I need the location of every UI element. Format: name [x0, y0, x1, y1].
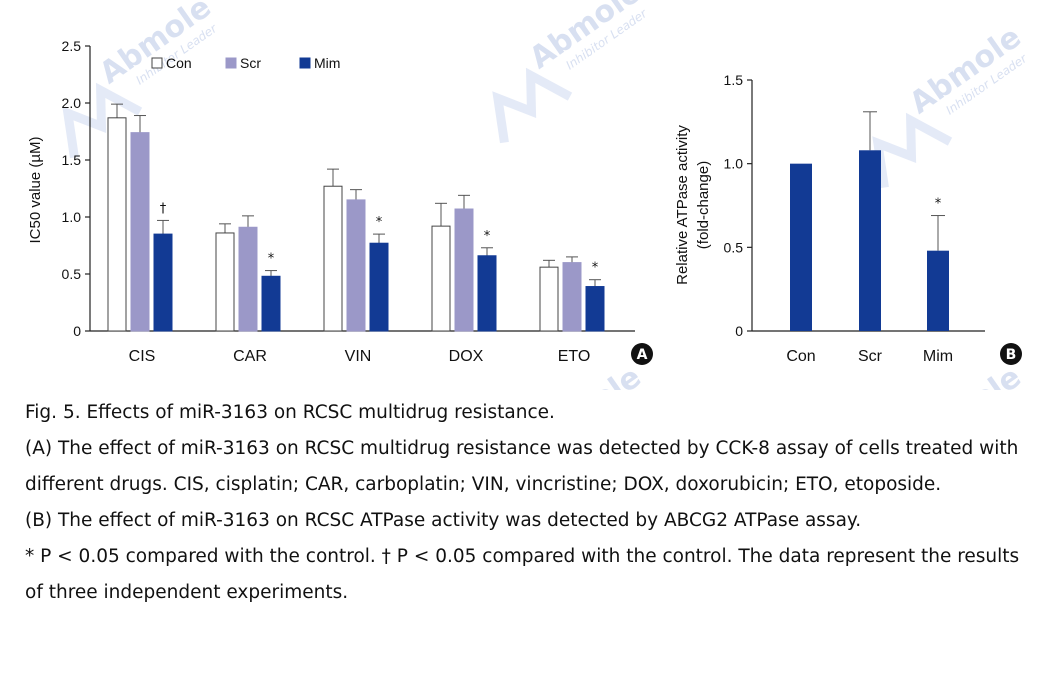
- panel-b-badge: B: [1000, 343, 1022, 365]
- panel-a-bar-con: [431, 225, 451, 332]
- caption-title: Fig. 5. Effects of miR-3163 on RCSC mult…: [25, 402, 555, 423]
- panel-b-category-label: Scr: [858, 348, 883, 365]
- svg-text:B: B: [1006, 347, 1017, 363]
- panel-a-y-tick-label: 0: [73, 323, 81, 339]
- watermark-logo-icon: [62, 82, 143, 159]
- panel-a-category-label: CAR: [233, 348, 267, 365]
- panel-a-category-label: ETO: [558, 348, 591, 365]
- panel-a-bar-mim: [585, 286, 605, 332]
- panel-b-bar-con: [790, 163, 812, 331]
- panel-b-y-axis-label-line1: Relative ATPase activity: [674, 125, 691, 285]
- panel-a-y-tick-label: 2.5: [62, 38, 82, 54]
- panel-a-y-axis-label: IC50 value (µM): [27, 136, 44, 243]
- panel-a-y-tick-label: 1.0: [62, 209, 82, 225]
- panel-a-bar-mim: [369, 242, 389, 332]
- panel-a-legend: Con Scr Mim: [151, 55, 340, 71]
- panel-b-chart: 1.5 1.0 0.5 0 Con Scr Mim * Relative ATPase ac…: [674, 72, 985, 365]
- legend-item-mim: Mim: [299, 55, 340, 71]
- panel-a-badge: A: [631, 343, 653, 365]
- panel-b-y-axis-label-line2: (fold-change): [695, 161, 712, 249]
- panel-a-significance-mark: *: [592, 261, 599, 276]
- legend-swatch-mim: [299, 57, 311, 69]
- panel-a-y-tick-label: 1.5: [62, 152, 82, 168]
- panel-a-bar-mim: [153, 233, 173, 332]
- panel-a-bar-con: [323, 185, 343, 332]
- panel-a-bar-scr: [562, 262, 582, 332]
- legend-item-con: Con: [151, 55, 192, 71]
- panel-a-category-label: DOX: [449, 348, 484, 365]
- panel-a-bar-con: [215, 232, 235, 332]
- panel-a-y-tick-label: 0.5: [62, 266, 82, 282]
- figure-caption: Fig. 5. Effects of miR-3163 on RCSC mult…: [25, 395, 1035, 611]
- panel-b-y-tick-label: 1.5: [724, 72, 744, 88]
- panel-a-bar-scr: [454, 208, 474, 332]
- panel-b-y-tick-label: 0.5: [724, 239, 744, 255]
- panel-a-chart: 2.5 2.0 1.5 1.0 0.5 0 CIS CAR VIN DOX ETO † * * * * Co…: [27, 38, 635, 365]
- panel-a-category-label: VIN: [345, 348, 372, 365]
- panel-a-y-tick-label: 2.0: [62, 95, 82, 111]
- panel-b-category-label: Mim: [923, 348, 953, 365]
- panel-a-category-label: CIS: [129, 348, 156, 365]
- panel-b-bars: *: [790, 111, 949, 331]
- panel-b-bar-scr: [859, 150, 881, 331]
- panel-a-significance-mark: †: [160, 201, 167, 216]
- caption-notes: * P < 0.05 compared with the control. † …: [25, 546, 1020, 603]
- panel-a-bars: † * * * *: [107, 103, 605, 332]
- legend-label-mim: Mim: [314, 55, 340, 71]
- legend-label-con: Con: [166, 55, 192, 71]
- panel-a-significance-mark: *: [484, 229, 491, 244]
- panel-b-y-tick-label: 0: [735, 323, 743, 339]
- panel-b-category-label: Con: [786, 348, 815, 365]
- panel-a-significance-mark: *: [268, 252, 275, 267]
- panel-a-bar-scr: [346, 199, 366, 332]
- svg-text:A: A: [637, 347, 648, 363]
- legend-label-scr: Scr: [240, 55, 261, 71]
- panel-a-bar-con: [107, 117, 127, 332]
- watermark-brand: Abmole: [523, 0, 647, 76]
- panel-b-bar-mim: [927, 250, 949, 331]
- panel-a-bar-scr: [238, 226, 258, 332]
- legend-swatch-con: [151, 57, 163, 69]
- panel-b-significance-mark: *: [935, 197, 942, 212]
- legend-item-scr: Scr: [225, 55, 261, 71]
- watermark-logo-icon: [492, 67, 573, 144]
- panel-a-significance-mark: *: [376, 215, 383, 230]
- legend-swatch-scr: [225, 57, 237, 69]
- panel-a-bar-mim: [477, 255, 497, 332]
- panel-a-bar-scr: [130, 132, 150, 332]
- panel-a-bar-mim: [261, 275, 281, 332]
- panel-a-bar-con: [539, 266, 559, 332]
- panel-b-y-tick-label: 1.0: [724, 156, 744, 172]
- caption-panel-b: (B) The effect of miR-3163 on RCSC ATPas…: [25, 510, 862, 531]
- caption-panel-a: (A) The effect of miR-3163 on RCSC multi…: [25, 438, 1019, 495]
